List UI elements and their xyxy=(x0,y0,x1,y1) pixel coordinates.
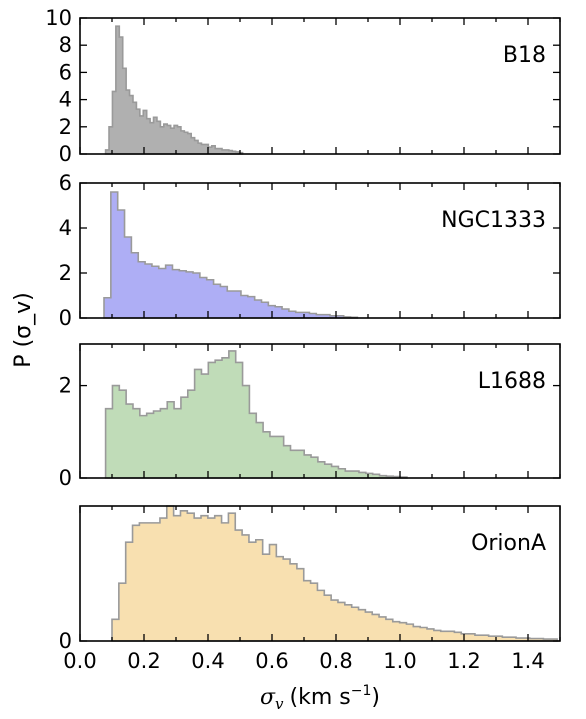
x-tick-labels: 0.0 0.2 0.4 0.6 0.8 1.0 1.2 1.4 xyxy=(63,649,544,673)
y-axis-label: P (σ_v) xyxy=(11,292,36,367)
histogram-OrionA xyxy=(111,505,558,642)
y-tick-label: 8 xyxy=(59,33,72,57)
panels: 0 2 4 6 8 10 B18 0 2 4 6 NGC1333 0 2 L1688 0 OrionA xyxy=(45,6,561,653)
x-axis-unit: (km s xyxy=(290,685,351,710)
x-axis-subscript: v xyxy=(275,695,284,713)
y-tick-label: 0 xyxy=(59,629,72,653)
x-axis-symbol: σ xyxy=(260,685,276,710)
x-tick-label: 0.2 xyxy=(127,649,160,673)
y-tick-label: 0 xyxy=(59,142,72,166)
panel-NGC1333: 0 2 4 6 NGC1333 xyxy=(59,171,561,330)
axes-frame xyxy=(79,182,561,319)
histogram-B18 xyxy=(104,25,244,155)
histogram-NGC1333 xyxy=(103,191,359,319)
y-tick-label: 0 xyxy=(59,306,72,330)
x-tick-label: 0.6 xyxy=(255,649,288,673)
panel-L1688: 0 2 L1688 xyxy=(59,343,561,490)
x-axis-exponent: −1 xyxy=(351,683,372,699)
x-tick-label: 0.4 xyxy=(191,649,224,673)
histogram-L1688 xyxy=(104,350,408,479)
axes-frame xyxy=(79,343,561,479)
panel-label: NGC1333 xyxy=(441,208,546,233)
panel-label: L1688 xyxy=(478,369,546,394)
x-axis-close: ) xyxy=(371,685,380,710)
y-tick-label: 6 xyxy=(59,171,72,195)
axes-frame xyxy=(79,17,561,155)
panel-OrionA: 0 OrionA xyxy=(59,505,561,653)
y-tick-label: 2 xyxy=(59,115,72,139)
y-tick-label: 2 xyxy=(59,261,72,285)
panel-label: OrionA xyxy=(471,531,546,556)
y-tick-label: 10 xyxy=(45,6,72,30)
x-tick-label: 1.2 xyxy=(447,649,480,673)
axes-frame xyxy=(79,505,561,642)
y-tick-label: 0 xyxy=(59,466,72,490)
y-tick-label: 4 xyxy=(59,88,72,112)
x-tick-label: 1.4 xyxy=(511,649,544,673)
panel-label: B18 xyxy=(503,43,546,68)
x-tick-label: 0.0 xyxy=(63,649,96,673)
x-tick-label: 0.8 xyxy=(319,649,352,673)
x-tick-label: 1.0 xyxy=(383,649,416,673)
x-axis-label: σv (km s−1) xyxy=(260,683,380,713)
y-tick-label: 4 xyxy=(59,216,72,240)
y-tick-label: 6 xyxy=(59,60,72,84)
panel-B18: 0 2 4 6 8 10 B18 xyxy=(45,6,561,166)
y-tick-label: 2 xyxy=(59,374,72,398)
